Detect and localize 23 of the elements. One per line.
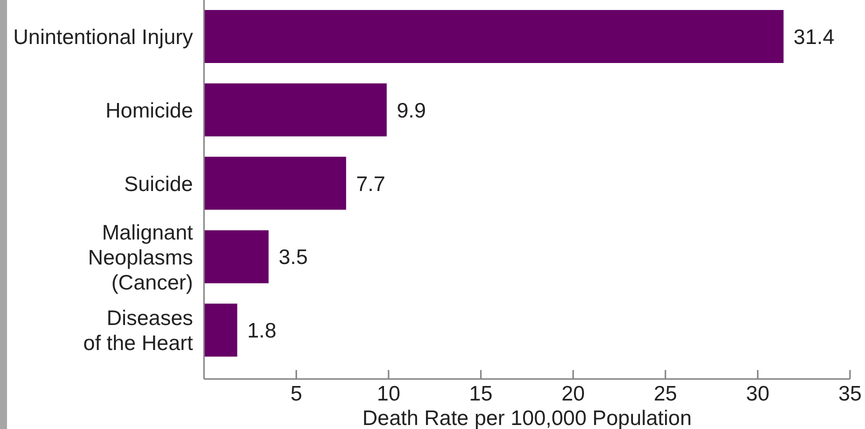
- y-tick-label: Unintentional Injury: [13, 26, 194, 50]
- x-tick-label: 10: [376, 382, 400, 406]
- x-tick-label: 5: [290, 382, 302, 406]
- bar: [204, 156, 346, 210]
- data-label: 7.7: [356, 172, 386, 196]
- data-label: 31.4: [794, 26, 835, 49]
- y-tick-label: Homicide: [105, 99, 193, 122]
- x-tick-label: 25: [654, 382, 678, 406]
- data-label: 1.8: [247, 320, 276, 343]
- data-label: 3.5: [278, 246, 308, 270]
- x-tick-label: 15: [469, 382, 493, 406]
- data-label: 9.9: [396, 99, 426, 122]
- bar: [204, 230, 269, 284]
- y-tick-label: Malignant Neoplasms (Cancer): [88, 221, 194, 294]
- bar: [204, 83, 387, 136]
- y-tick-label: Suicide: [124, 172, 193, 196]
- x-tick-label: 30: [746, 382, 770, 406]
- bar: [204, 10, 784, 63]
- bar: [204, 304, 238, 357]
- x-tick-label: 20: [561, 382, 585, 406]
- x-tick-label: 35: [838, 382, 862, 406]
- x-axis-title: Death Rate per 100,000 Population: [362, 407, 692, 429]
- y-tick-label: Diseases of the Heart: [83, 307, 194, 356]
